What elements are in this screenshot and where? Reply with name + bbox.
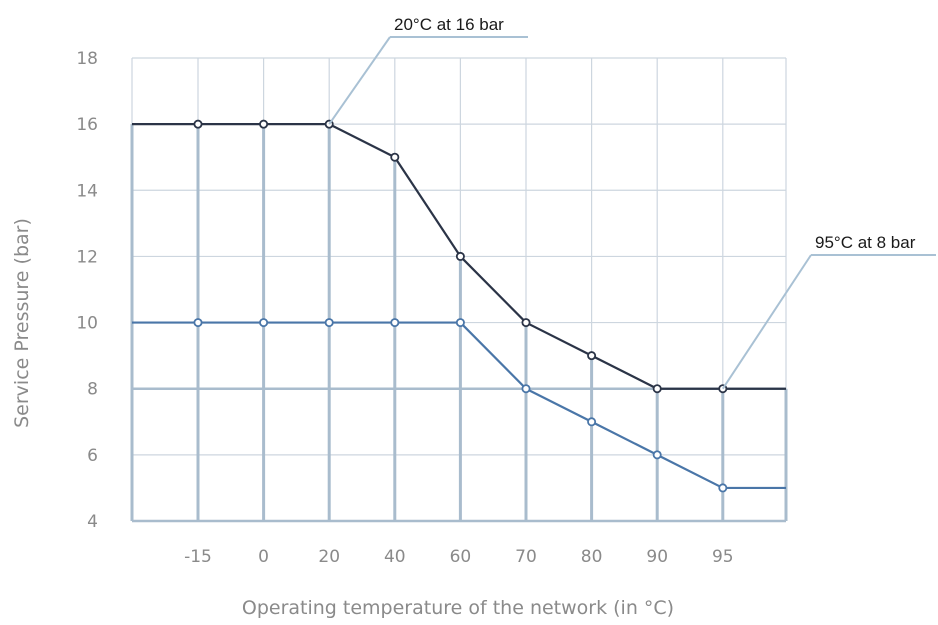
data-point bbox=[391, 319, 398, 326]
x-tick-label: 40 bbox=[384, 547, 406, 567]
data-point bbox=[457, 319, 464, 326]
data-point bbox=[260, 319, 267, 326]
annotation-label: 95°C at 8 bar bbox=[815, 233, 916, 252]
x-tick-label: 0 bbox=[258, 547, 269, 567]
data-point bbox=[522, 385, 529, 392]
data-point bbox=[326, 319, 333, 326]
grid bbox=[132, 58, 786, 521]
y-axis-title: Service Pressure (bar) bbox=[11, 218, 33, 428]
data-point bbox=[194, 319, 201, 326]
y-tick-label: 18 bbox=[76, 49, 98, 69]
y-tick-label: 10 bbox=[76, 314, 98, 334]
x-tick-label: 90 bbox=[646, 547, 668, 567]
y-tick-label: 14 bbox=[76, 181, 98, 201]
data-point bbox=[719, 484, 726, 491]
data-point bbox=[654, 451, 661, 458]
data-point bbox=[391, 154, 398, 161]
data-point bbox=[194, 121, 201, 128]
data-point bbox=[260, 121, 267, 128]
x-tick-label: 95 bbox=[712, 547, 734, 567]
x-tick-label: 70 bbox=[515, 547, 537, 567]
x-tick-label: -15 bbox=[184, 547, 212, 567]
x-tick-label: 60 bbox=[450, 547, 472, 567]
data-point bbox=[522, 319, 529, 326]
x-tick-label: 80 bbox=[581, 547, 603, 567]
x-axis-ticks: -15 0 20 40 60 70 80 90 95 bbox=[184, 547, 734, 567]
y-tick-label: 6 bbox=[87, 446, 98, 466]
annotation-leader bbox=[723, 255, 811, 389]
y-tick-label: 4 bbox=[87, 512, 98, 532]
x-tick-label: 20 bbox=[318, 547, 340, 567]
data-point bbox=[588, 418, 595, 425]
annotations: 20°C at 16 bar 95°C at 8 bar bbox=[329, 15, 936, 389]
data-point bbox=[654, 385, 661, 392]
x-axis-title: Operating temperature of the network (in… bbox=[242, 597, 674, 619]
annotation-label: 20°C at 16 bar bbox=[394, 15, 504, 34]
data-point bbox=[457, 253, 464, 260]
y-tick-label: 16 bbox=[76, 115, 98, 135]
y-tick-label: 8 bbox=[87, 380, 98, 400]
annotation-leader bbox=[329, 37, 390, 124]
y-tick-label: 12 bbox=[76, 247, 98, 267]
y-axis-ticks: 4 6 8 10 12 14 16 18 bbox=[76, 49, 98, 532]
data-point bbox=[588, 352, 595, 359]
